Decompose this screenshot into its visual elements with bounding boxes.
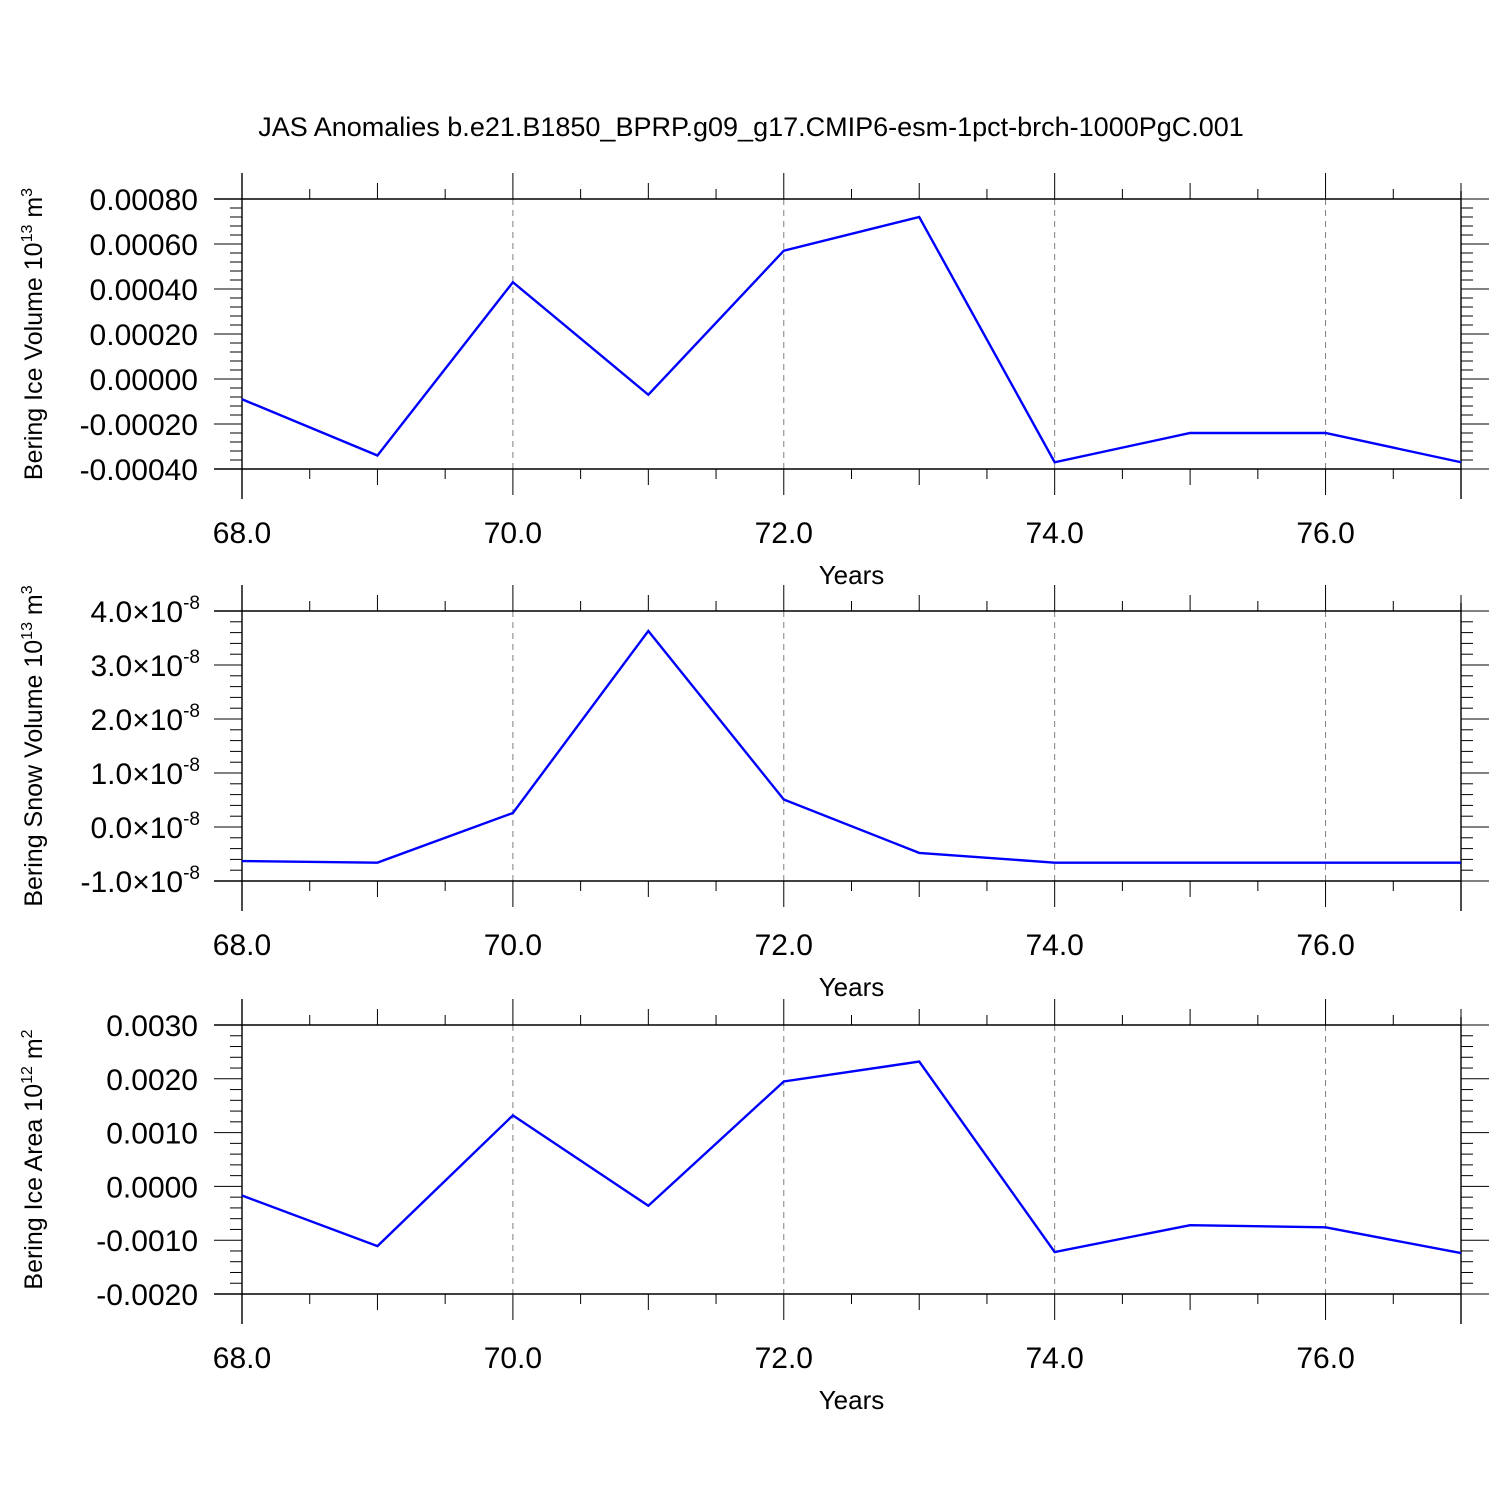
- y-tick-label: 0.0030: [106, 1010, 198, 1043]
- x-tick-label: 74.0: [1025, 517, 1083, 550]
- y-tick-label: 4.0×10-8: [90, 593, 200, 629]
- y-tick-label: -0.00020: [80, 409, 198, 442]
- y-axis-label: Bering Ice Volume 1013 m3: [19, 188, 48, 480]
- x-tick-label: 76.0: [1296, 929, 1354, 962]
- chart-panel-2: 68.0 70.0 72.0 74.0 76.0 4.0×10-8 3.0×10-8 2.0×…: [19, 585, 1489, 1002]
- y-tick-label: 0.0×10-8: [90, 809, 200, 845]
- chart-panel-1: 68.0 70.0 72.0 74.0 76.0 0.00080 0.00060 0.0004…: [19, 173, 1489, 590]
- y-tick-label: 1.0×10-8: [90, 755, 200, 791]
- y-tick-label: -0.00040: [80, 454, 198, 487]
- y-tick-label: 0.0010: [106, 1118, 198, 1151]
- x-tick-label: 68.0: [213, 929, 271, 962]
- x-tick-label: 76.0: [1296, 517, 1354, 550]
- x-tick-label: 70.0: [484, 929, 542, 962]
- y-axis-label: Bering Snow Volume 1013 m3: [19, 585, 48, 906]
- figure-title: JAS Anomalies b.e21.B1850_BPRP.g09_g17.C…: [258, 112, 1244, 142]
- y-tick-label: 0.00060: [90, 229, 198, 262]
- panels: 68.0 70.0 72.0 74.0 76.0 0.00080 0.00060 0.0004…: [19, 173, 1489, 1415]
- y-tick-label: 2.0×10-8: [90, 701, 200, 737]
- x-tick-label: 68.0: [213, 1342, 271, 1375]
- x-tick-label: 72.0: [755, 929, 813, 962]
- x-tick-label: 70.0: [484, 517, 542, 550]
- x-tick-label: 74.0: [1025, 1342, 1083, 1375]
- y-tick-label: -0.0020: [96, 1279, 198, 1312]
- y-tick-label: -1.0×10-8: [81, 863, 201, 899]
- x-tick-label: 68.0: [213, 517, 271, 550]
- x-axis-label: Years: [819, 560, 885, 590]
- x-tick-label: 74.0: [1025, 929, 1083, 962]
- y-tick-label: 0.0020: [106, 1064, 198, 1097]
- y-axis-label: Bering Ice Area 1012 m2: [19, 1029, 48, 1289]
- series-line-1: [241, 629, 1461, 864]
- y-tick-label: -0.0010: [96, 1225, 198, 1258]
- y-tick-label: 0.00020: [90, 319, 198, 352]
- x-tick-label: 72.0: [755, 517, 813, 550]
- y-tick-label: 0.00040: [90, 274, 198, 307]
- chart-panel-3: 68.0 70.0 72.0 74.0 76.0 0.0030 0.0020 0.0010 0.…: [19, 999, 1489, 1415]
- y-tick-label: 0.0000: [106, 1171, 198, 1204]
- x-tick-label: 76.0: [1296, 1342, 1354, 1375]
- x-tick-label: 72.0: [755, 1342, 813, 1375]
- y-tick-label: 0.00000: [90, 364, 198, 397]
- x-axis-label: Years: [819, 972, 885, 1002]
- x-axis-label: Years: [819, 1385, 885, 1415]
- y-tick-label: 3.0×10-8: [90, 647, 200, 683]
- x-tick-label: 70.0: [484, 1342, 542, 1375]
- y-tick-label: 0.00080: [90, 184, 198, 217]
- series-line-1: [241, 1060, 1462, 1255]
- series-line-1: [241, 215, 1462, 464]
